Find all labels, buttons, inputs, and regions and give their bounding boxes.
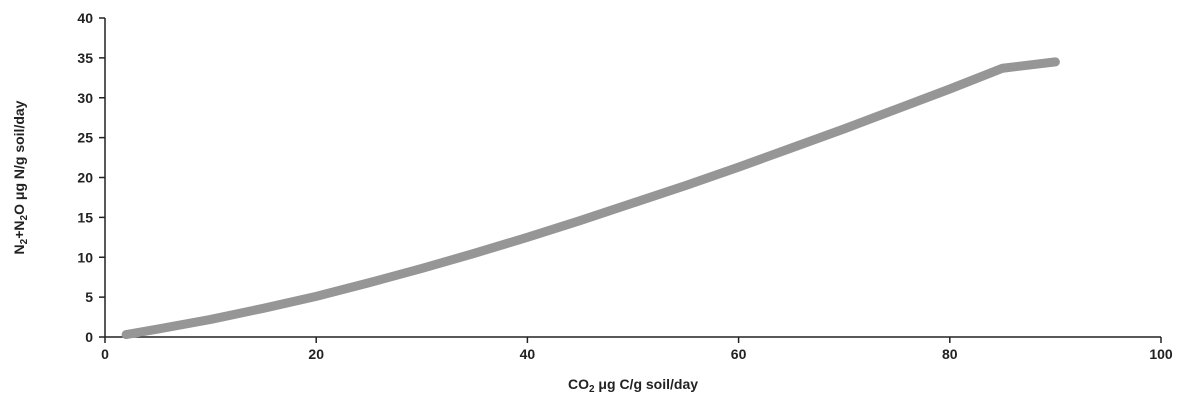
x-tick-label-3: 60 (731, 346, 747, 362)
y-axis-ticks: 0 5 10 15 20 25 30 35 40 (77, 10, 105, 345)
y-title-part2: +N (11, 220, 27, 238)
y-title-sub1: 2 (19, 238, 30, 244)
y-title-sub2: 2 (19, 214, 30, 220)
x-axis-title: CO2 μg C/g soil/day (568, 376, 698, 395)
series-layer (121, 57, 1060, 340)
x-axis-ticks: 0 20 40 60 80 100 (101, 337, 1173, 362)
y-title-part1: N (11, 244, 27, 254)
y-tick-label-6: 30 (77, 90, 93, 106)
x-tick-label-1: 20 (308, 346, 324, 362)
y-tick-label-4: 20 (77, 170, 93, 186)
series-line-0 (121, 57, 1060, 340)
y-tick-label-2: 10 (77, 249, 93, 265)
y-tick-label-8: 40 (77, 10, 93, 26)
y-tick-label-3: 15 (77, 209, 93, 225)
x-tick-label-5: 100 (1149, 346, 1173, 362)
x-tick-label-2: 40 (520, 346, 536, 362)
y-axis-title: N2+N2O μg N/g soil/day (11, 100, 30, 254)
y-title-part3: O μg N/g soil/day (11, 100, 27, 215)
x-title-part2: μg C/g soil/day (595, 376, 699, 392)
x-title-sub: 2 (589, 384, 595, 395)
x-tick-label-0: 0 (101, 346, 109, 362)
y-tick-label-1: 5 (85, 289, 93, 305)
y-tick-label-5: 25 (77, 130, 93, 146)
x-tick-label-4: 80 (942, 346, 958, 362)
y-tick-label-7: 35 (77, 50, 93, 66)
x-title-part1: CO (568, 376, 589, 392)
y-tick-label-0: 0 (85, 329, 93, 345)
